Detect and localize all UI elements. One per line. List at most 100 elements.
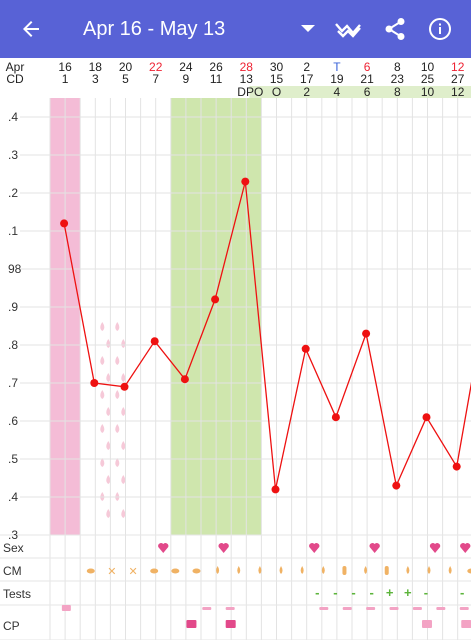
y-tick-label: .8: [8, 338, 18, 352]
dropdown-caret-icon[interactable]: [296, 17, 320, 41]
cm-drop-icon: [279, 566, 283, 574]
temperature-point: [90, 379, 99, 387]
cycle-day-label: 13: [240, 72, 254, 86]
cp-top-mark: [202, 607, 212, 610]
temperature-point: [452, 462, 461, 471]
date-label: 20: [119, 60, 133, 74]
cm-creamy-icon: [342, 566, 347, 575]
temperature-point: [120, 382, 129, 391]
cp-top-mark: [319, 607, 329, 610]
test-mark: -: [424, 585, 428, 600]
cycle-day-label: 15: [270, 72, 284, 86]
cycle-day-label: 5: [122, 72, 129, 86]
spotting-drop-icon: [100, 390, 105, 399]
cycle-day-label: 19: [330, 72, 344, 86]
spotting-drop-icon: [106, 407, 111, 416]
cp-bottom-mark: [461, 620, 471, 628]
cycle-day-label: 9: [183, 72, 190, 86]
sex-row-label: Sex: [3, 541, 24, 555]
spotting-drop-icon: [100, 356, 105, 365]
cp-top-mark: [342, 607, 352, 610]
y-tick-label: .3: [8, 528, 18, 542]
y-tick-label: .7: [8, 376, 18, 390]
spotting-drop-icon: [106, 373, 111, 382]
y-tick-label: .6: [8, 414, 18, 428]
back-arrow-icon[interactable]: [14, 12, 48, 46]
cycle-day-label: 7: [152, 72, 159, 86]
cm-drop-icon: [258, 566, 262, 574]
heart-icon: [309, 543, 320, 553]
cd-label: CD: [6, 72, 24, 86]
cm-dry-icon: [171, 568, 180, 574]
cm-drop-icon: [448, 566, 452, 574]
y-tick-label: .5: [8, 452, 18, 466]
cp-bottom-mark: [421, 620, 432, 628]
coverline-toggle-icon[interactable]: [332, 13, 364, 45]
y-tick-label: .9: [8, 300, 18, 314]
dpo-strip: [249, 86, 471, 98]
test-mark: -: [315, 585, 319, 600]
spotting-drop-icon: [121, 475, 126, 484]
cp-top-mark: [61, 605, 71, 611]
date-label: 10: [421, 60, 435, 74]
y-tick-label: 98: [8, 262, 22, 276]
spotting-drop-icon: [115, 356, 120, 365]
spotting-drop-icon: [106, 509, 111, 518]
temperature-point: [241, 177, 250, 186]
temperature-point: [60, 219, 69, 228]
cm-dry-icon: [86, 568, 95, 574]
date-range-title[interactable]: Apr 16 - May 13: [83, 18, 226, 40]
temperature-point: [301, 344, 310, 353]
heart-icon: [429, 543, 441, 553]
temperature-point: [271, 485, 280, 494]
spotting-drop-icon: [121, 509, 126, 518]
cm-drop-icon: [300, 566, 304, 574]
share-icon[interactable]: [379, 13, 411, 45]
spotting-drop-icon: [106, 475, 111, 484]
spotting-drop-icon: [121, 407, 126, 416]
dpo-value: 12: [451, 85, 465, 99]
cm-dry-icon: [192, 568, 201, 574]
dpo-value: 6: [364, 85, 371, 99]
y-tick-label: .2: [8, 186, 18, 200]
spotting-drop-icon: [115, 322, 120, 331]
spotting-drop-icon: [121, 373, 126, 382]
y-tick-label: .1: [8, 224, 18, 238]
cm-drop-icon: [237, 566, 241, 574]
test-mark: -: [460, 585, 464, 600]
temperature-point: [362, 329, 371, 338]
spotting-drop-icon: [115, 424, 120, 433]
heart-icon: [158, 543, 169, 553]
temperature-point: [392, 481, 401, 490]
spotting-drop-icon: [121, 441, 126, 450]
cp-bottom-mark: [186, 620, 197, 628]
temperature-point: [422, 413, 431, 422]
cp-top-mark: [389, 607, 399, 610]
test-mark: +: [386, 585, 394, 600]
cp-top-mark: [436, 607, 446, 610]
info-icon[interactable]: [424, 13, 456, 45]
date-label: 24: [179, 60, 193, 74]
cp-row-label: CP: [3, 619, 20, 633]
cp-bottom-mark: [225, 620, 236, 628]
heart-icon: [218, 543, 229, 553]
test-mark: -: [351, 585, 355, 600]
heart-icon: [460, 543, 471, 553]
dpo-value: 10: [421, 85, 435, 99]
date-label: 16: [58, 60, 72, 74]
cp-top-mark: [366, 607, 376, 610]
date-label: 26: [209, 60, 223, 74]
cm-row-label: CM: [3, 564, 22, 578]
dpo-label: DPO: [237, 85, 263, 99]
cycle-day-label: 3: [92, 72, 99, 86]
temperature-point: [211, 295, 220, 304]
date-label: 8: [394, 60, 401, 74]
spotting-drop-icon: [106, 339, 111, 348]
y-tick-label: .3: [8, 148, 18, 162]
spotting-drop-icon: [121, 339, 126, 348]
cm-sticky-icon: ✕: [107, 566, 116, 578]
cp-top-mark: [225, 607, 235, 610]
dpo-value: 8: [394, 85, 401, 99]
cycle-day-label: 23: [391, 72, 405, 86]
